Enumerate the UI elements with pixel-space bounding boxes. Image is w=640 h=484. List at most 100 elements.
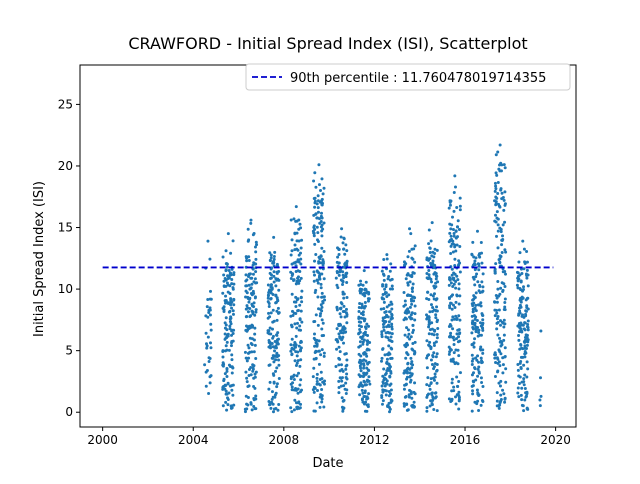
- scatter-point: [267, 304, 271, 308]
- scatter-point: [450, 223, 454, 227]
- scatter-point: [502, 392, 506, 396]
- scatter-point: [388, 410, 392, 414]
- scatter-point: [525, 360, 529, 364]
- scatter-point: [364, 352, 368, 356]
- scatter-point: [228, 284, 232, 288]
- scatter-point: [361, 283, 365, 287]
- scatter-point: [432, 378, 436, 382]
- scatter-point: [454, 300, 458, 304]
- scatter-point: [405, 371, 409, 375]
- scatter-point: [380, 384, 384, 388]
- legend-entry-90th-percentile: 90th percentile : 11.760478019714355: [290, 71, 546, 86]
- scatter-point: [473, 259, 477, 263]
- scatter-point: [365, 339, 369, 343]
- x-axis-label: Date: [312, 456, 343, 471]
- scatter-point: [357, 352, 361, 356]
- scatter-point: [297, 239, 301, 243]
- scatter-point: [337, 385, 341, 389]
- scatter-point: [315, 389, 319, 393]
- scatter-point: [471, 325, 475, 329]
- scatter-point: [406, 307, 410, 311]
- scatter-point: [425, 354, 429, 358]
- scatter-point: [496, 279, 500, 283]
- scatter-point: [272, 360, 276, 364]
- scatter-point: [410, 290, 414, 294]
- scatter-point: [458, 318, 462, 322]
- scatter-point: [410, 404, 414, 408]
- scatter-point: [254, 394, 258, 398]
- scatter-point: [224, 316, 228, 320]
- scatter-point: [337, 345, 341, 349]
- scatter-point: [252, 385, 256, 389]
- scatter-point: [385, 357, 389, 361]
- scatter-point: [252, 301, 256, 305]
- scatter-point: [477, 268, 481, 272]
- scatter-point: [520, 398, 524, 402]
- scatter-point: [478, 252, 482, 256]
- scatter-point: [230, 306, 234, 310]
- scatter-point: [385, 360, 389, 364]
- scatter-point: [382, 278, 386, 282]
- scatter-point: [224, 323, 228, 327]
- scatter-point: [363, 304, 367, 308]
- scatter-point: [476, 354, 480, 358]
- scatter-point: [425, 258, 429, 262]
- scatter-point: [403, 299, 407, 303]
- scatter-point: [341, 283, 345, 287]
- scatter-point: [359, 383, 363, 387]
- scatter-point: [380, 395, 384, 399]
- scatter-point: [299, 257, 303, 261]
- scatter-point: [390, 325, 394, 329]
- scatter-point: [294, 364, 298, 368]
- scatter-point: [455, 393, 459, 397]
- scatter-point: [411, 363, 415, 367]
- scatter-point: [247, 259, 251, 263]
- scatter-point: [520, 386, 524, 390]
- scatter-point: [523, 260, 527, 264]
- scatter-point: [481, 321, 485, 325]
- scatter-point: [266, 283, 270, 287]
- scatter-point: [448, 203, 452, 207]
- scatter-point: [451, 250, 455, 254]
- scatter-point: [477, 264, 481, 268]
- scatter-point: [405, 341, 409, 345]
- scatter-point: [243, 350, 247, 354]
- scatter-point: [434, 355, 438, 359]
- scatter-point: [227, 269, 231, 273]
- scatter-point: [364, 372, 368, 376]
- scatter-point: [495, 308, 499, 312]
- scatter-point: [361, 400, 365, 404]
- scatter-point: [497, 360, 501, 364]
- scatter-point: [409, 356, 413, 360]
- scatter-point: [427, 242, 431, 246]
- scatter-point: [498, 323, 502, 327]
- scatter-point: [243, 410, 247, 414]
- scatter-point: [494, 187, 498, 191]
- scatter-point: [247, 373, 251, 377]
- scatter-point: [295, 374, 299, 378]
- scatter-point: [493, 189, 497, 193]
- scatter-point: [316, 199, 320, 203]
- scatter-point: [275, 354, 279, 358]
- scatter-point: [345, 295, 349, 299]
- scatter-point: [221, 385, 225, 389]
- scatter-point: [495, 327, 499, 331]
- scatter-point: [450, 318, 454, 322]
- scatter-point: [453, 362, 457, 366]
- scatter-point: [523, 344, 527, 348]
- scatter-point: [322, 354, 326, 358]
- scatter-point: [525, 276, 529, 280]
- scatter-point: [320, 318, 324, 322]
- scatter-point: [292, 373, 296, 377]
- scatter-point: [503, 220, 507, 224]
- scatter-point: [311, 375, 315, 379]
- scatter-point: [366, 299, 370, 303]
- scatter-point: [319, 303, 323, 307]
- scatter-point: [290, 292, 294, 296]
- scatter-point: [525, 260, 529, 264]
- scatter-point: [289, 343, 293, 347]
- scatter-point: [458, 204, 462, 208]
- scatter-point: [413, 318, 417, 322]
- scatter-point: [244, 295, 248, 299]
- scatter-point: [525, 333, 529, 337]
